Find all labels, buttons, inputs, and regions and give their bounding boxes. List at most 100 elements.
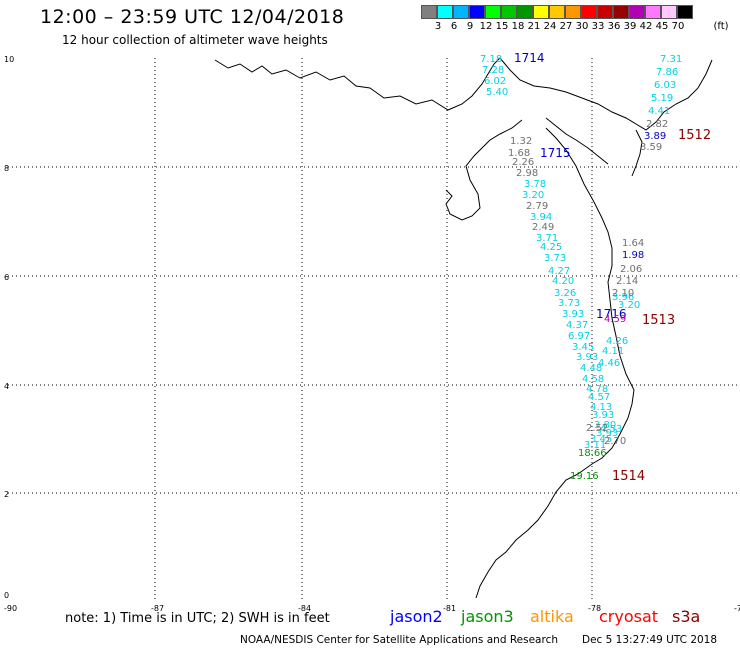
colorbar-label: 36	[607, 21, 621, 32]
x-tick-label: -75	[734, 604, 740, 613]
colorbar-label: 3	[434, 21, 442, 32]
x-tick-label: -90	[4, 604, 17, 613]
colorbar-label: 27	[559, 21, 573, 32]
swh-label: 4.59	[604, 314, 626, 325]
swh-label: 3.71	[536, 233, 558, 244]
footer-note: note: 1) Time is in UTC; 2) SWH is in fe…	[65, 611, 330, 626]
swh-label: 3.93	[576, 352, 598, 363]
swh-label: 3.96	[612, 292, 634, 303]
colorbar-swatch	[421, 5, 437, 19]
swh-label: 3.94	[530, 212, 552, 223]
colorbar-swatch	[645, 5, 661, 19]
swh-label: 2.10	[612, 288, 634, 299]
swh-label: 3.26	[554, 288, 576, 299]
swh-label: 2.52	[586, 423, 608, 434]
swh-label: 2.49	[532, 222, 554, 233]
swh-label: 3.11	[584, 440, 606, 451]
swh-label: 1.32	[510, 136, 532, 147]
colorbar-swatch	[565, 5, 581, 19]
colorbar-label: 42	[639, 21, 653, 32]
y-tick-label: 2	[4, 490, 9, 499]
swh-label: 3.93	[592, 410, 614, 421]
x-tick-label: -81	[443, 604, 456, 613]
colorbar-label: 30	[575, 21, 589, 32]
pass-label: 1714	[514, 51, 545, 65]
colorbar-unit: (ft)	[713, 21, 729, 32]
swh-label: 4.37	[566, 320, 588, 331]
swh-label: 5.40	[486, 87, 508, 98]
swh-label: 4.48	[580, 363, 602, 374]
colorbar-labels: 3 6 9 12 15 18 21 24 27 30 33 36 39 42 45 70 (ft)	[421, 21, 740, 35]
swh-label: 6.97	[568, 331, 590, 342]
swh-label: 2.98	[516, 168, 538, 179]
axis-ticks: -90 -87 -84 -81 -78 -75 0 2 4 6 8 10	[4, 55, 740, 613]
swh-label: 3.45	[590, 434, 612, 445]
swh-label: 2.82	[646, 119, 668, 130]
swh-label: 7.31	[660, 54, 682, 65]
swh-label: 4.25	[540, 242, 562, 253]
swh-label: 4.26	[606, 336, 628, 347]
colorbar-swatch	[437, 5, 453, 19]
y-tick-label: 6	[4, 273, 9, 282]
colorbar-swatch	[549, 5, 565, 19]
swh-label: 4.11	[602, 346, 624, 357]
colorbar-label: 6	[450, 21, 458, 32]
pass-label: 1715	[540, 146, 571, 160]
map-grid	[8, 58, 738, 602]
legend-cryosat: cryosat	[599, 607, 659, 626]
colorbar-label: 15	[495, 21, 509, 32]
credit-line: NOAA/NESDIS Center for Satellite Applica…	[240, 634, 558, 646]
swh-label: 4.13	[590, 402, 612, 413]
page-subtitle: 12 hour collection of altimeter wave hei…	[62, 33, 328, 47]
swh-label: 3.73	[558, 298, 580, 309]
colorbar-swatch	[597, 5, 613, 19]
x-tick-label: -87	[151, 604, 164, 613]
colorbar-swatch	[501, 5, 517, 19]
swh-label: 3.78	[524, 179, 546, 190]
swh-label: 19.16	[570, 471, 599, 482]
swh-label: 7.18	[480, 54, 502, 65]
legend-altika: altika	[530, 607, 574, 626]
colorbar-label: 12	[479, 21, 493, 32]
y-tick-label: 0	[4, 591, 9, 600]
colorbar-swatch	[453, 5, 469, 19]
swh-label: 1.68	[508, 148, 530, 159]
colorbar-swatch	[533, 5, 549, 19]
colorbar-swatch	[661, 5, 677, 19]
colorbar-label: 21	[527, 21, 541, 32]
colorbar-label: 45	[655, 21, 669, 32]
page-title: 12:00 – 23:59 UTC 12/04/2018	[40, 6, 345, 28]
swh-label: 1.98	[622, 250, 644, 261]
y-tick-label: 8	[4, 164, 9, 173]
legend-s3a: s3a	[672, 607, 701, 626]
swh-label: 2.06	[620, 264, 642, 275]
swh-label: 2.14	[616, 276, 638, 287]
swh-label: 2.26	[512, 157, 534, 168]
colorbar-swatch	[581, 5, 597, 19]
swh-label: 4.41	[648, 106, 670, 117]
colorbar-swatch	[517, 5, 533, 19]
colorbar-swatch	[613, 5, 629, 19]
colorbar-label: 33	[591, 21, 605, 32]
colorbar-label: 9	[466, 21, 474, 32]
legend-jason3: jason3	[461, 607, 514, 626]
swh-label: 6.03	[654, 80, 676, 91]
colorbar-label: 70	[671, 21, 685, 32]
swh-label: 5.19	[651, 93, 673, 104]
legend-jason2: jason2	[390, 607, 443, 626]
colorbar-swatch	[629, 5, 645, 19]
swh-label: 3.80	[594, 420, 616, 431]
x-tick-label: -84	[298, 604, 311, 613]
swh-label: 7.86	[656, 67, 678, 78]
swh-label: 2.70	[604, 436, 626, 447]
colorbar-label: 18	[511, 21, 525, 32]
swh-label: 3.45	[572, 342, 594, 353]
pass-label: 1514	[612, 469, 645, 484]
colorbar-label: 39	[623, 21, 637, 32]
credit-date: Dec 5 13:27:49 UTC 2018	[582, 634, 718, 646]
swh-label: 1.64	[622, 238, 644, 249]
swh-label: 4.58	[582, 374, 604, 385]
colorbar-swatch	[485, 5, 501, 19]
swh-label: 3.93	[562, 309, 584, 320]
